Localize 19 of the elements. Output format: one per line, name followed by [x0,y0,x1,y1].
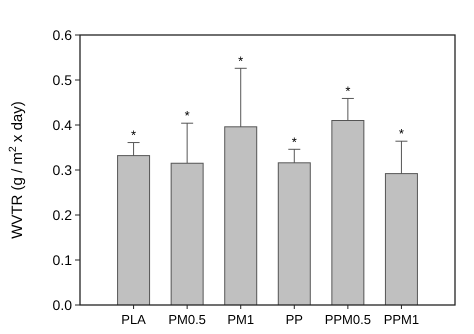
y-tick-label: 0.3 [52,162,72,178]
annotation: * [131,128,136,143]
y-tick-label: 0.1 [52,252,72,268]
annotation: * [398,126,404,142]
x-tick-label: PM0.5 [168,312,206,327]
annotation: * [345,83,350,98]
annotation: * [292,134,297,150]
y-tick-label: 0.5 [52,72,72,88]
y-tick-label: 0.0 [52,296,72,313]
x-tick-label: PLA [121,312,146,327]
y-tick-label: 0.2 [52,206,72,223]
x-tick-label: PPM1 [384,312,420,327]
annotation: * [238,53,244,68]
x-tick-label: PM1 [227,312,254,327]
y-tick-label: 0.6 [52,26,72,43]
x-tick-label: PPM0.5 [324,312,371,327]
y-tick-label: 0.4 [52,116,72,133]
annotation: * [184,108,190,124]
x-tick-label: PP [286,312,303,327]
